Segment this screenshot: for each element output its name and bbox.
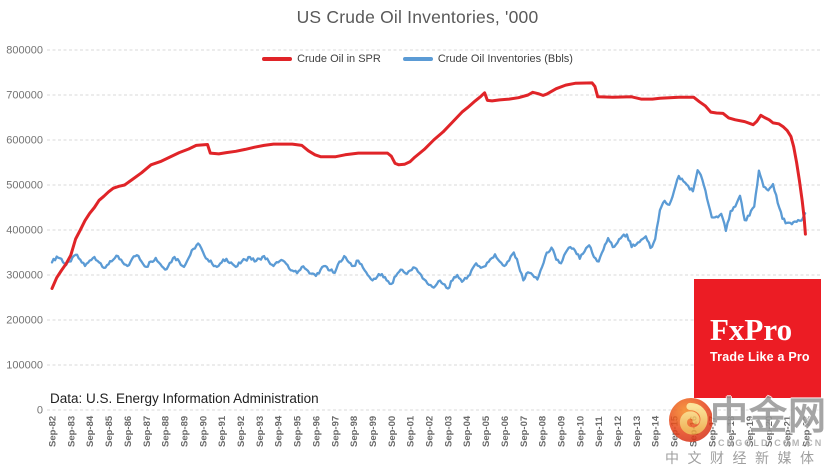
x-axis-tick-label: Sep-96 <box>311 416 322 447</box>
x-axis-tick-label: Sep-19 <box>745 416 756 447</box>
legend: Crude Oil in SPR Crude Oil Inventories (… <box>0 53 835 65</box>
x-axis-tick-label: Sep-08 <box>538 416 549 447</box>
watermark-tagline: 中文财经新媒体 <box>665 450 823 466</box>
x-axis-tick-label: Sep-86 <box>123 416 134 447</box>
x-axis-tick-label: Sep-89 <box>179 416 190 447</box>
y-axis-tick-label: 600000 <box>6 135 43 147</box>
x-axis-tick-label: Sep-17 <box>707 416 718 447</box>
x-axis-tick-label: Sep-14 <box>651 415 662 447</box>
x-axis-tick-label: Sep-00 <box>387 416 398 447</box>
y-axis-tick-label: 300000 <box>6 270 43 282</box>
x-axis-tick-label: Sep-95 <box>293 415 304 447</box>
x-axis-tick-label: Sep-04 <box>462 415 473 447</box>
x-axis-tick-label: Sep-83 <box>66 416 77 447</box>
x-axis-tick-label: Sep-93 <box>255 416 266 447</box>
watermark-domain: CNGOLD.COM.CN <box>718 438 824 448</box>
legend-label-inventories: Crude Oil Inventories (Bbls) <box>437 53 573 65</box>
x-axis-tick-label: Sep-01 <box>406 415 417 447</box>
x-axis-tick-label: Sep-07 <box>519 416 530 447</box>
chart-title: US Crude Oil Inventories, '000 <box>296 7 539 27</box>
x-axis-tick-label: Sep-82 <box>48 416 59 447</box>
spr-line-swatch <box>262 57 293 61</box>
fxpro-tagline: Trade Like a Pro <box>710 349 810 364</box>
x-axis-tick-label: Sep-97 <box>330 416 341 447</box>
legend-item-inventories: Crude Oil Inventories (Bbls) <box>402 53 573 65</box>
x-axis-tick-label: Sep-92 <box>236 416 247 447</box>
series-line-spr <box>50 81 807 290</box>
x-axis-tick-label: Sep-22 <box>802 416 813 447</box>
y-axis-tick-label: 400000 <box>6 225 43 237</box>
y-axis-tick-label: 800000 <box>6 45 43 57</box>
x-axis-tick-label: Sep-02 <box>425 416 436 447</box>
x-axis-tick-label: Sep-18 <box>726 416 737 447</box>
x-axis-tick-label: Sep-84 <box>85 415 96 447</box>
y-axis-tick-label: 200000 <box>6 315 43 327</box>
y-axis-tick-label: 100000 <box>6 360 43 372</box>
y-axis-tick-label: 0 <box>37 405 43 417</box>
x-axis-tick-label: Sep-88 <box>161 416 172 447</box>
x-axis-tick-label: Sep-94 <box>274 415 285 447</box>
x-axis-tick-label: Sep-21 <box>783 415 794 447</box>
x-axis-tick-label: Sep-20 <box>764 416 775 447</box>
x-axis-tick-label: Sep-99 <box>368 416 379 447</box>
data-source-note: Data: U.S. Energy Information Administra… <box>50 391 319 406</box>
x-axis-tick-label: Sep-11 <box>594 416 605 447</box>
y-axis-tick-label: 500000 <box>6 180 43 192</box>
x-axis-tick-label: Sep-90 <box>198 416 209 447</box>
x-axis-tick-label: Sep-03 <box>443 416 454 447</box>
x-axis-tick-label: Sep-10 <box>575 416 586 447</box>
y-axis-tick-label: 700000 <box>6 90 43 102</box>
inventories-line-swatch <box>402 57 433 61</box>
series-line-inventories <box>50 169 807 290</box>
x-axis-tick-label: Sep-05 <box>481 415 492 447</box>
cngold-swirl-icon <box>669 398 713 442</box>
x-axis-tick-label: Sep-85 <box>104 415 115 447</box>
legend-item-spr: Crude Oil in SPR <box>262 53 381 65</box>
legend-label-spr: Crude Oil in SPR <box>297 53 381 65</box>
x-axis-tick-label: Sep-09 <box>556 416 567 447</box>
x-axis-tick-label: Sep-13 <box>632 416 643 447</box>
fxpro-wordmark: FxPro <box>710 311 793 347</box>
x-axis-tick-label: Sep-91 <box>217 415 228 447</box>
cngold-watermark: 中金网 CNGOLD.COM.CN 中文财经新媒体 <box>660 394 835 470</box>
fxpro-logo: FxPro Trade Like a Pro <box>694 279 821 398</box>
x-axis-tick-label: Sep-98 <box>349 416 360 447</box>
x-axis-tick-label: Sep-12 <box>613 416 624 447</box>
x-axis-tick-label: Sep-06 <box>500 416 511 447</box>
watermark-site-name: 中金网 <box>710 396 828 438</box>
x-axis-tick-label: Sep-87 <box>142 416 153 447</box>
